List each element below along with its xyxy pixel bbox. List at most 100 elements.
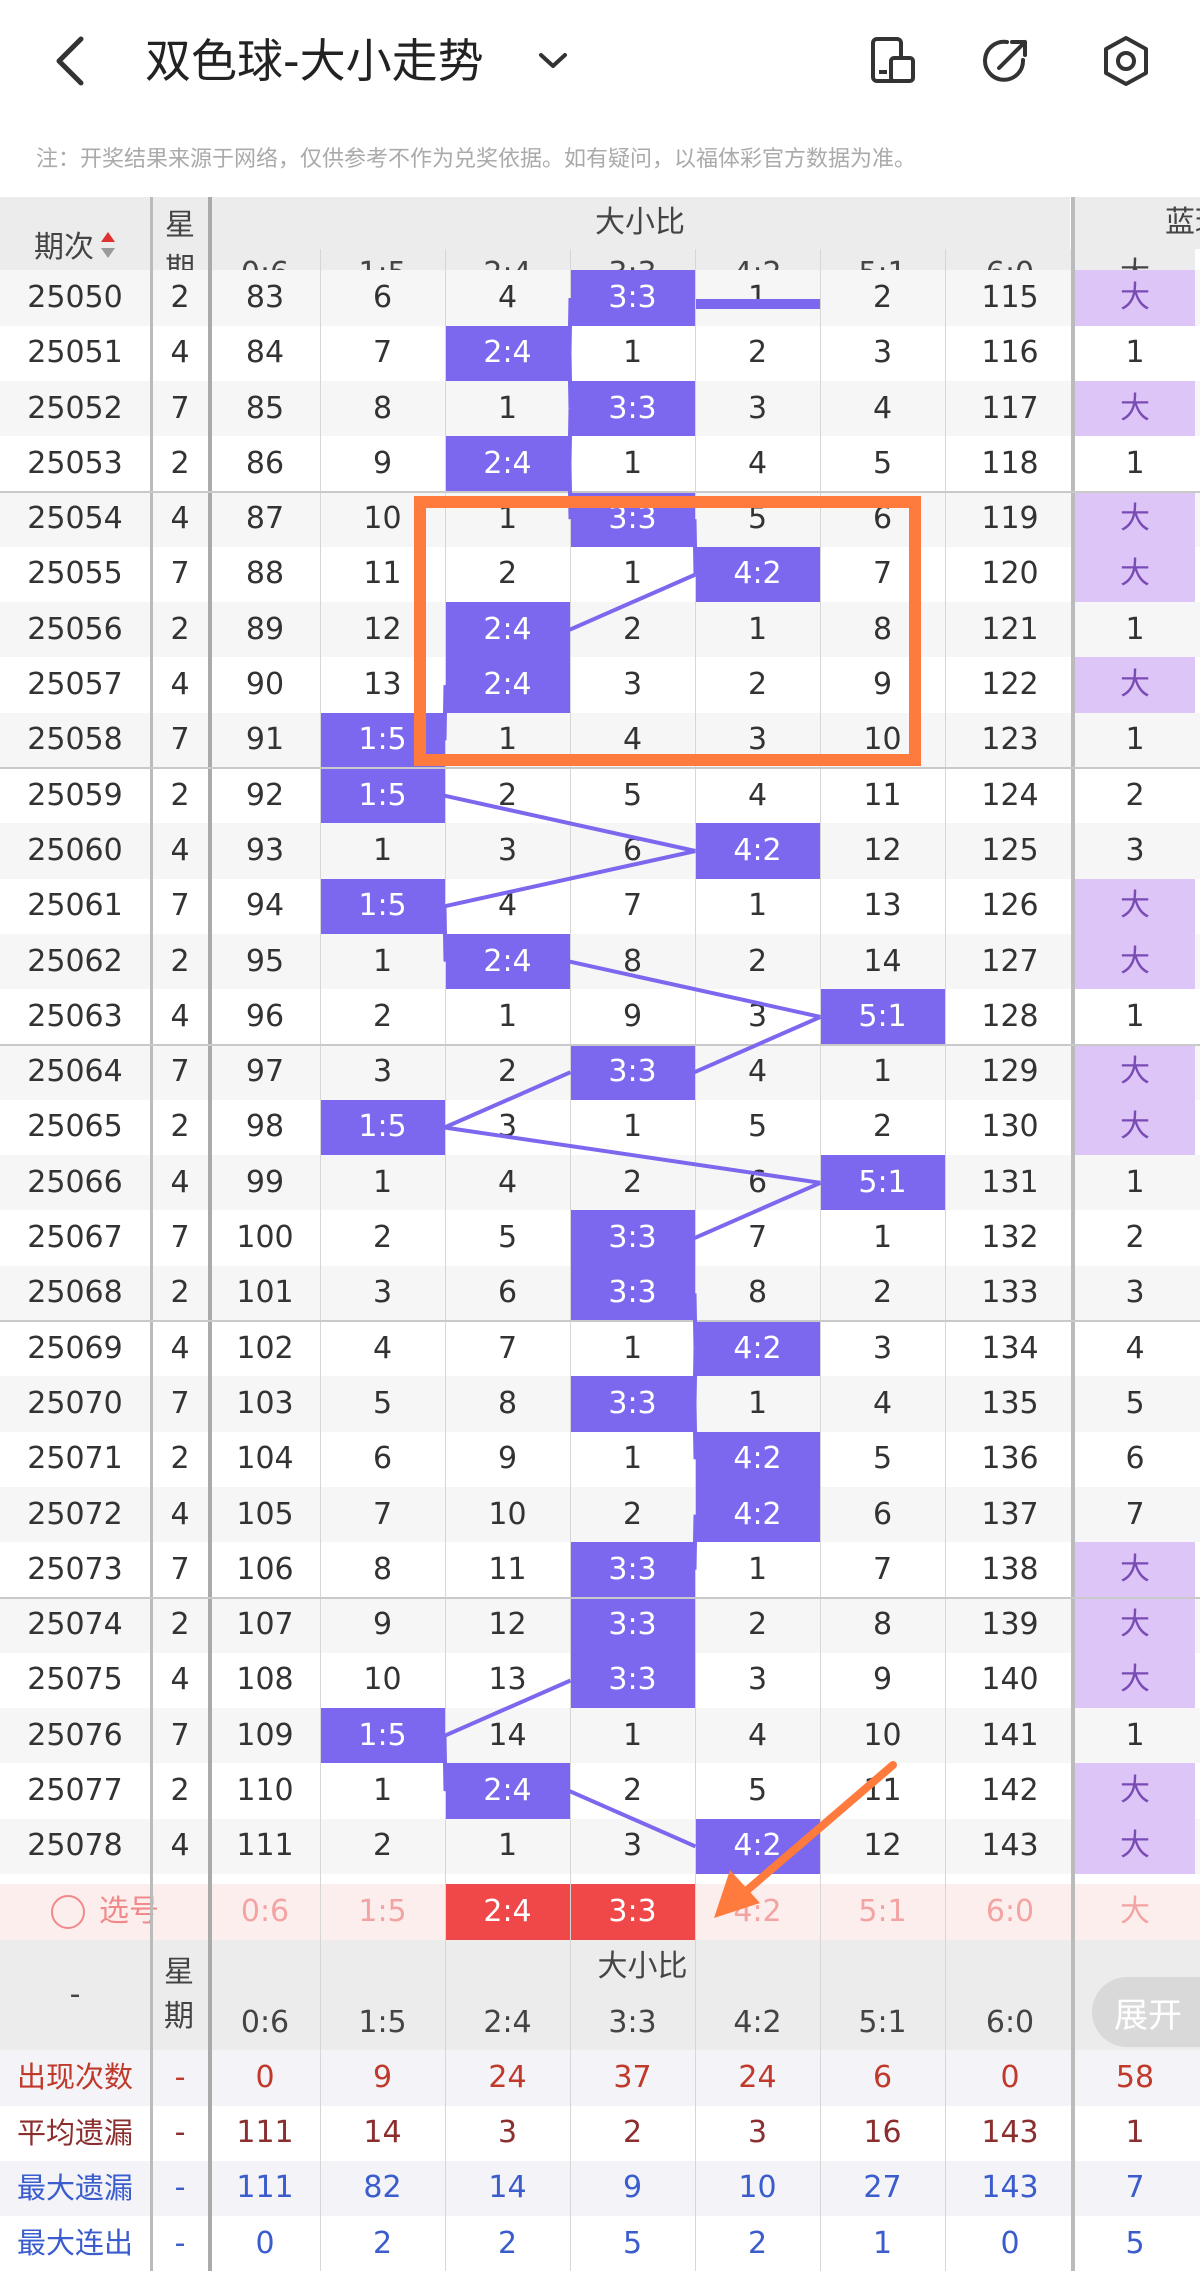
- miss-cell: 2: [372, 1828, 393, 1864]
- stats-weekday-header: 星期: [150, 1939, 210, 2051]
- miss-cell: 6: [372, 279, 393, 315]
- blue-ball-cell: 2: [1125, 777, 1145, 813]
- group-separator: [0, 767, 1200, 770]
- trend-line: [444, 1125, 821, 1185]
- hit-cell: 2:4: [445, 325, 570, 381]
- miss-cell: 9: [872, 667, 893, 703]
- pick-option[interactable]: 0:6: [240, 1893, 290, 1929]
- stats-value: 82: [363, 2170, 402, 2206]
- miss-cell: 9: [872, 1662, 893, 1698]
- pick-option[interactable]: 1:5: [358, 1893, 407, 1929]
- miss-cell: 7: [872, 1551, 893, 1587]
- miss-cell: 1: [497, 501, 518, 537]
- miss-cell: 6: [872, 1496, 893, 1532]
- miss-cell: 91: [245, 722, 285, 758]
- miss-cell: 128: [981, 998, 1039, 1034]
- hit-cell: 3:3: [570, 380, 695, 437]
- stats-value: 3: [497, 2115, 518, 2151]
- miss-cell: 105: [236, 1496, 294, 1532]
- miss-cell: 117: [981, 390, 1039, 426]
- stats-dash: -: [174, 2170, 186, 2206]
- stats-value: 0: [1000, 2059, 1020, 2095]
- pick-option[interactable]: 6:0: [985, 1893, 1035, 1929]
- miss-cell: 14: [863, 943, 902, 979]
- stats-value: 14: [488, 2170, 527, 2206]
- miss-cell: 2: [622, 611, 643, 647]
- blue-ball-cell: 大: [1075, 270, 1195, 326]
- pick-toggle[interactable]: 选号: [0, 1884, 210, 1939]
- period-cell: 25057: [27, 667, 123, 703]
- miss-cell: 3: [372, 1275, 393, 1311]
- miss-cell: 118: [981, 445, 1039, 481]
- miss-cell: 12: [863, 832, 902, 868]
- miss-cell: 94: [245, 888, 285, 924]
- title-dropdown[interactable]: [520, 28, 586, 94]
- period-cell: 25056: [27, 611, 123, 647]
- weekday-cell: 4: [170, 832, 190, 868]
- stats-value: 111: [236, 2170, 294, 2206]
- stats-value: 0: [255, 2225, 275, 2261]
- column-divider: [320, 249, 321, 2272]
- table-row: [0, 933, 1200, 990]
- pick-option[interactable]: 2:4: [445, 1884, 570, 1940]
- hit-cell: 5:1: [820, 1155, 945, 1211]
- blue-ball-cell: 1: [1125, 998, 1145, 1034]
- period-cell: 25053: [27, 445, 123, 481]
- miss-cell: 6: [497, 1275, 518, 1311]
- period-cell: 25077: [27, 1773, 123, 1809]
- period-cell: 25064: [27, 1054, 123, 1090]
- stats-group-header: 大小比: [210, 1939, 1075, 1995]
- table-row: [0, 1818, 1200, 1875]
- miss-cell: 125: [981, 832, 1039, 868]
- miss-cell: 5: [872, 445, 893, 481]
- weekday-cell: 2: [170, 1109, 190, 1145]
- hit-cell: 4:2: [695, 1431, 820, 1487]
- miss-cell: 99: [245, 1164, 285, 1200]
- miss-cell: 7: [497, 1330, 518, 1366]
- radio-circle-icon: [51, 1894, 85, 1929]
- miss-cell: 101: [236, 1275, 294, 1311]
- pick-option[interactable]: 3:3: [570, 1884, 695, 1940]
- weekday-cell: 7: [170, 1717, 190, 1753]
- miss-cell: 4: [872, 390, 893, 426]
- split-screen-button[interactable]: [860, 28, 926, 94]
- stats-value: 5: [622, 2225, 643, 2261]
- miss-cell: 104: [236, 1441, 294, 1477]
- period-cell: 25071: [27, 1441, 123, 1477]
- trend-line: [693, 1180, 822, 1240]
- hit-cell: 1:5: [320, 1708, 445, 1764]
- blue-ball-cell: 5: [1125, 1385, 1145, 1421]
- blue-ball-cell: 1: [1125, 1717, 1145, 1753]
- stats-label: 出现次数: [16, 2060, 133, 2095]
- miss-cell: 127: [981, 943, 1039, 979]
- stats-value: 24: [738, 2059, 777, 2095]
- period-cell: 25074: [27, 1607, 123, 1643]
- page-title: 双色球-大小走势: [145, 34, 484, 88]
- pick-option[interactable]: 5:1: [858, 1893, 907, 1929]
- miss-cell: 95: [245, 943, 285, 979]
- weekday-cell: 2: [170, 1773, 190, 1809]
- trend-line: [444, 793, 696, 853]
- miss-cell: 7: [747, 1220, 768, 1256]
- miss-cell: 7: [872, 556, 893, 592]
- trend-line: [567, 408, 573, 464]
- group-header: 大小比: [210, 197, 1070, 249]
- miss-cell: 90: [245, 667, 285, 703]
- miss-cell: 1: [497, 390, 518, 426]
- column-divider: [695, 249, 696, 2272]
- back-button[interactable]: [38, 28, 104, 94]
- settings-button[interactable]: [1093, 28, 1159, 94]
- stats-value: 2: [372, 2225, 393, 2261]
- share-button[interactable]: [973, 28, 1039, 94]
- pick-blue-option[interactable]: 大: [1120, 1893, 1150, 1929]
- trend-line: [692, 1403, 698, 1460]
- miss-cell: 3: [747, 998, 768, 1034]
- stats-blue-value: 1: [1125, 2115, 1145, 2151]
- expand-button[interactable]: 展开: [1092, 1977, 1200, 2047]
- blue-ball-cell: 大: [1075, 1099, 1195, 1156]
- miss-cell: 4: [747, 1717, 768, 1753]
- period-cell: 25066: [27, 1164, 123, 1200]
- column-divider: [208, 197, 212, 2272]
- trend-line: [569, 959, 821, 1019]
- miss-cell: 110: [236, 1773, 294, 1809]
